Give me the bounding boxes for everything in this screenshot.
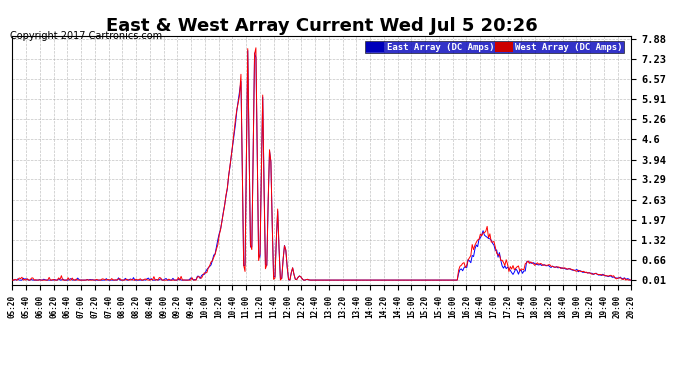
Text: Copyright 2017 Cartronics.com: Copyright 2017 Cartronics.com [10, 32, 162, 41]
Legend: East Array (DC Amps), West Array (DC Amps): East Array (DC Amps), West Array (DC Amp… [366, 41, 624, 53]
Title: East & West Array Current Wed Jul 5 20:26: East & West Array Current Wed Jul 5 20:2… [106, 18, 538, 36]
